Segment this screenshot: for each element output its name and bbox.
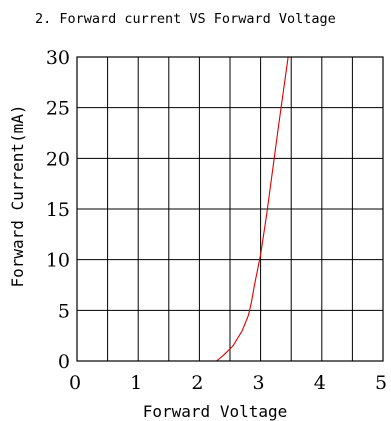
y-tick-label: 25	[46, 98, 70, 120]
x-axis-ticks: 0 1 2 3 4 5	[69, 372, 387, 394]
chart-title: 2. Forward current VS Forward Voltage	[35, 11, 336, 27]
y-tick-label: 10	[46, 250, 70, 272]
x-tick-label: 5	[375, 372, 387, 394]
x-tick-label: 1	[130, 372, 142, 394]
y-tick-label: 5	[58, 300, 70, 322]
plot-frame	[76, 56, 384, 362]
y-tick-label: 30	[46, 47, 70, 69]
y-axis-ticks: 0 5 10 15 20 25 30	[46, 47, 70, 373]
x-tick-label: 0	[69, 372, 81, 394]
series-line	[216, 56, 289, 362]
y-axis-label: Forward Current(mA)	[8, 104, 27, 287]
y-tick-label: 0	[58, 351, 70, 373]
x-axis-label: Forward Voltage	[143, 402, 288, 421]
grid	[77, 57, 383, 361]
y-tick-label: 15	[46, 199, 70, 221]
x-tick-label: 4	[314, 372, 326, 394]
y-tick-label: 20	[46, 148, 70, 170]
x-tick-label: 3	[253, 372, 265, 394]
plot-area	[216, 56, 289, 362]
x-tick-label: 2	[191, 372, 203, 394]
